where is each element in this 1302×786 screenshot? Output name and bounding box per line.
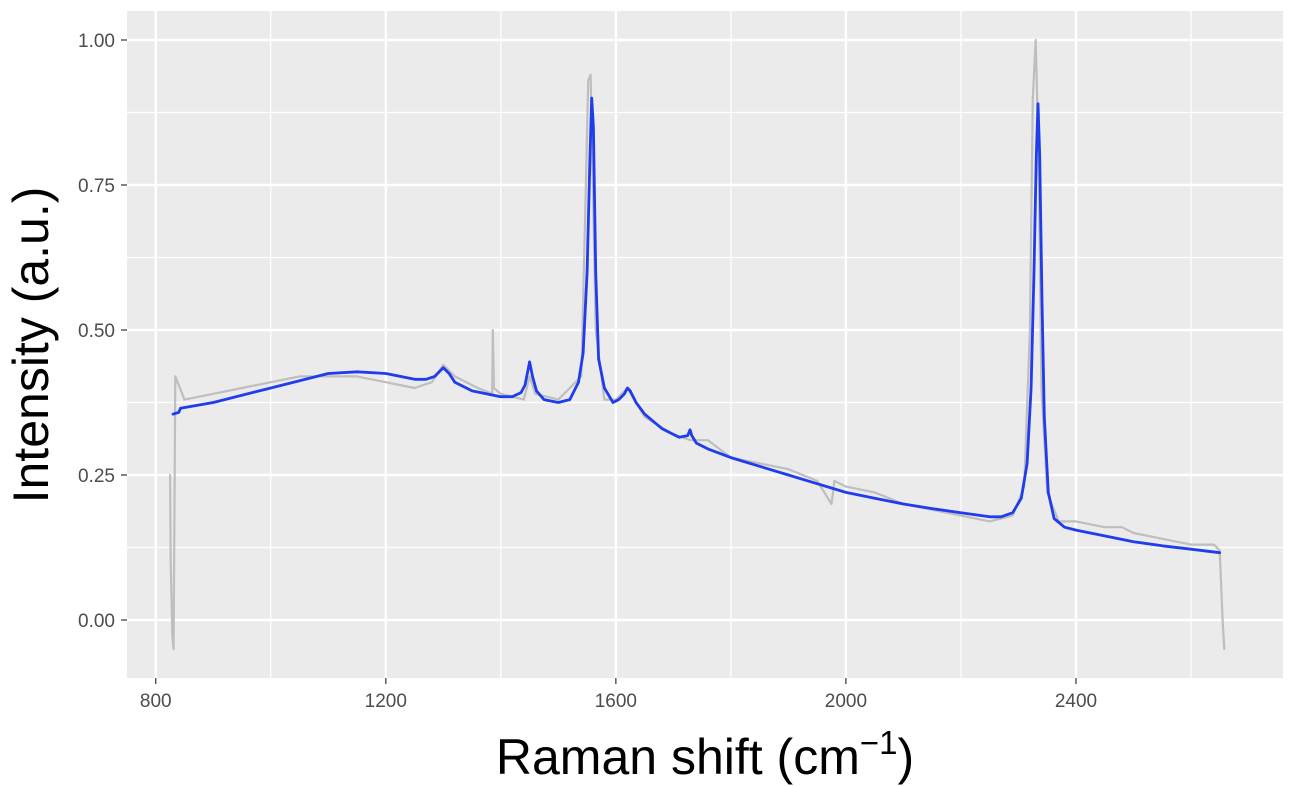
series-layer xyxy=(169,38,1226,651)
x-tick-label: 1600 xyxy=(595,691,637,712)
y-tick-label: 0.25 xyxy=(78,466,115,487)
fitted-curve-line xyxy=(171,96,1222,555)
y-tick-label: 0.50 xyxy=(78,321,115,342)
y-tick-label: 1.00 xyxy=(78,31,115,52)
x-tick-label: 1200 xyxy=(365,691,407,712)
minor-gridlines xyxy=(127,11,1283,678)
y-tick-label: 0.75 xyxy=(78,176,115,197)
y-tick-labels: 0.00 0.25 0.50 0.75 1.00 xyxy=(78,31,115,632)
axis-ticks xyxy=(121,39,1077,684)
x-tick-label: 2000 xyxy=(825,691,867,712)
major-gridlines xyxy=(127,11,1283,678)
x-tick-label: 800 xyxy=(140,691,172,712)
x-tick-label: 2400 xyxy=(1055,691,1097,712)
x-tick-labels: 800 1200 1600 2000 2400 xyxy=(140,691,1097,712)
y-tick-label: 0.00 xyxy=(78,611,115,632)
plot-panel xyxy=(127,11,1283,678)
y-axis-title: Intensity (a.u.) xyxy=(3,187,59,504)
x-axis-title: Raman shift (cm−1) xyxy=(496,724,914,785)
